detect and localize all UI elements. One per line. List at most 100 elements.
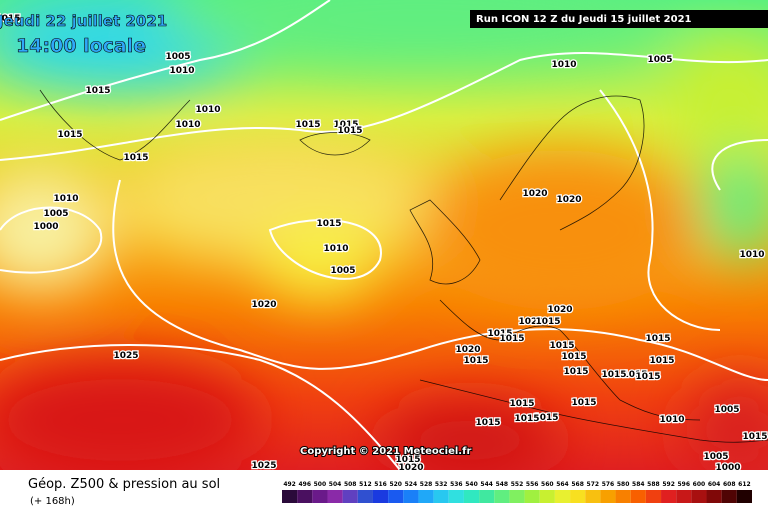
isobar-label: 1015: [509, 399, 534, 409]
field: [0, 0, 768, 480]
isobar-label: 1015: [395, 455, 420, 465]
legend-swatch: [403, 490, 419, 503]
legend-swatch: [524, 490, 540, 503]
isobar-label: 1015: [0, 14, 21, 24]
isobar-label: 1005: [330, 266, 355, 276]
legend-swatch: [372, 490, 389, 503]
legend-label: 512: [359, 481, 372, 488]
copyright: Copyright © 2021 Meteociel.fr: [300, 446, 471, 457]
legend-swatch: [342, 490, 358, 503]
isobar-label: 1015: [337, 126, 362, 136]
legend-swatch: [661, 490, 677, 503]
footer-title: Géop. Z500 & pression au sol: [28, 477, 220, 492]
isobar-label: 1010: [739, 250, 764, 260]
isobar-label: 1010: [659, 415, 684, 425]
isobar-label: 1010: [551, 60, 576, 70]
isobar-label: 1015: [514, 414, 539, 424]
legend-label: 524: [405, 481, 418, 488]
legend-swatch: [706, 490, 722, 503]
legend-swatch: [676, 490, 692, 503]
isobar-label: 1005: [714, 405, 739, 415]
legend-label: 580: [617, 481, 630, 488]
legend-label: 596: [678, 481, 691, 488]
valid-date: Jeudi 22 juillet 2021: [0, 12, 167, 30]
isobar-label: 1015: [463, 356, 488, 366]
isobar-label: 1015: [549, 341, 574, 351]
isobar-label: 1015: [123, 153, 148, 163]
legend-swatch: [494, 490, 510, 503]
legend-swatch: [736, 490, 752, 503]
isobar-label: 1020: [518, 317, 543, 327]
isobar-label: 1015: [635, 372, 660, 382]
legend-label: 540: [465, 481, 478, 488]
isobar-label: 1015: [563, 367, 588, 377]
legend-swatch: [463, 490, 480, 503]
isobar-label: 1015: [622, 370, 647, 380]
isobar-label: 1010: [53, 194, 78, 204]
isobar-label: 1015: [475, 418, 500, 428]
isobar-label: 1005: [165, 52, 190, 62]
isobar-label: 1020: [556, 195, 581, 205]
legend-label: 500: [314, 481, 327, 488]
isobar-label: 1010: [195, 105, 220, 115]
legend-swatch: [600, 490, 616, 503]
legend-label: 592: [662, 481, 675, 488]
legend-swatch: [570, 490, 586, 503]
footer-lead: (+ 168h): [30, 496, 75, 507]
isobar-label: 1015: [601, 370, 626, 380]
legend-swatch: [357, 490, 373, 503]
legend-label: 560: [541, 481, 554, 488]
legend-label: 600: [693, 481, 706, 488]
legend-label: 520: [389, 481, 402, 488]
isobar-label: 1015: [333, 120, 358, 130]
legend-label: 516: [374, 481, 387, 488]
isobar-label: 1005: [43, 209, 68, 219]
legend-label: 528: [420, 481, 433, 488]
legend-swatch: [721, 490, 737, 503]
isobar-label: 1015: [561, 352, 586, 362]
legend-label: 496: [298, 481, 311, 488]
legend-label: 588: [647, 481, 660, 488]
isobar-label: 1010: [175, 120, 200, 130]
isobar-label: 1015: [295, 120, 320, 130]
isobar-label: 1015: [742, 432, 767, 442]
legend-swatch: [554, 490, 571, 503]
isobar-label: 1015: [571, 398, 596, 408]
isobar-label: 1020: [251, 300, 276, 310]
legend-swatch: [691, 490, 707, 503]
isobar-label: 1005: [647, 55, 672, 65]
legend-swatch: [327, 490, 343, 503]
legend-label: 492: [283, 481, 296, 488]
isobar-label: 1025: [251, 461, 276, 471]
legend-swatch: [312, 490, 328, 503]
isobar-label: 1020: [455, 345, 480, 355]
legend-label: 568: [571, 481, 584, 488]
legend-swatch: [645, 490, 662, 503]
run-info: Run ICON 12 Z du Jeudi 15 juillet 2021: [476, 14, 692, 25]
legend-swatch: [297, 490, 313, 503]
legend-label: 544: [480, 481, 493, 488]
color-legend: 492 496 500 504 508 512 516 520 524 528 532 536 540 5…: [282, 481, 752, 503]
legend-label: 532: [435, 481, 448, 488]
legend-swatch: [509, 490, 525, 503]
isobar-label: 1010: [169, 66, 194, 76]
isobar-label: 1015: [85, 86, 110, 96]
legend-swatch: [585, 490, 601, 503]
isobar-label: 1005: [703, 452, 728, 462]
isobar-label: 1015: [487, 329, 512, 339]
legend-swatch: [418, 490, 434, 503]
isobar-label: 1015: [649, 356, 674, 366]
legend-swatch: [433, 490, 449, 503]
legend-label: 536: [450, 481, 463, 488]
isobar-label: 1015: [535, 317, 560, 327]
legend-swatch: [448, 490, 464, 503]
legend-label: 612: [738, 481, 751, 488]
legend-label: 508: [344, 481, 357, 488]
legend-label: 576: [602, 481, 615, 488]
isobar-label: 1010: [323, 244, 348, 254]
legend-swatch: [479, 490, 495, 503]
isobar-label: 1015: [533, 413, 558, 423]
isobar-label: 1015: [57, 130, 82, 140]
